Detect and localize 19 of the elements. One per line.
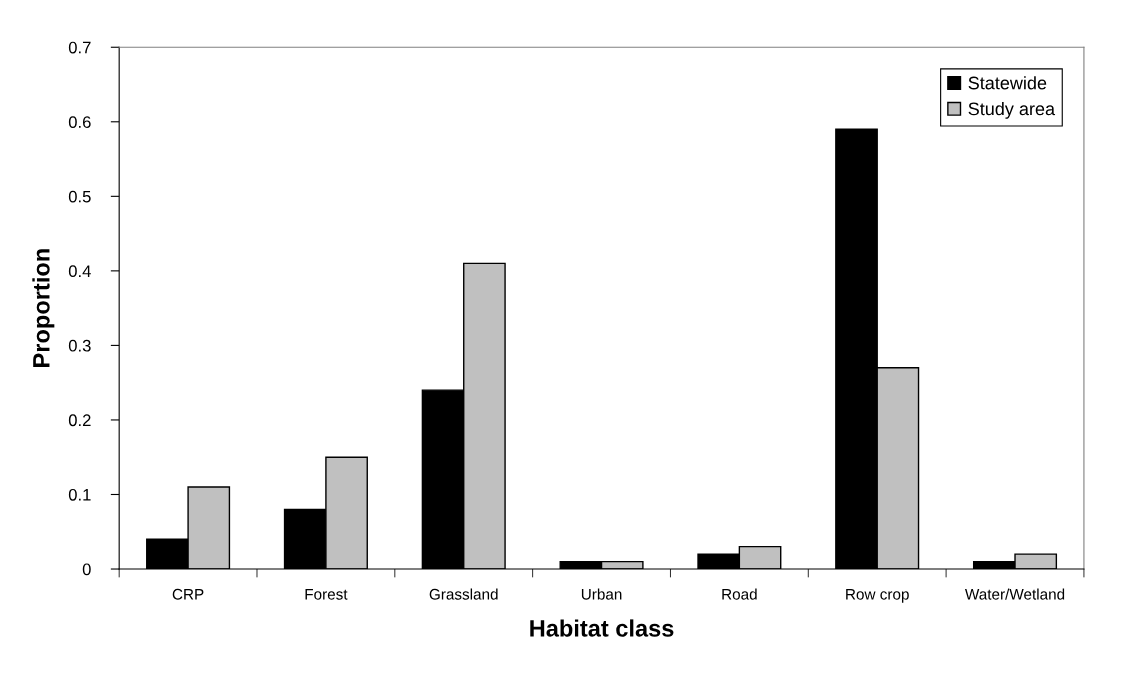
x-tick-label: CRP <box>172 588 204 600</box>
x-tick-label: Forest <box>305 589 348 600</box>
x-axis-title: Habitat class <box>530 619 674 637</box>
y-tick-label: 0.2 <box>68 414 91 427</box>
x-tick-label: Grassland <box>429 588 498 600</box>
x-tick-label: Row crop <box>846 589 909 603</box>
y-tick-label: 0.4 <box>68 265 91 278</box>
y-tick-label: 0.1 <box>68 488 91 501</box>
legend-label: Study area <box>968 102 1056 119</box>
legend-label: Statewide <box>968 76 1047 90</box>
x-tick-label: Road <box>722 588 757 600</box>
y-tick-label: 0 <box>82 563 91 576</box>
y-tick-label: 0.3 <box>68 339 91 352</box>
y-axis-title: Proportion <box>32 249 55 367</box>
x-tick-label: Urban <box>581 588 622 600</box>
y-tick-label: 0.6 <box>68 116 91 128</box>
y-tick-label: 0.5 <box>68 190 91 203</box>
y-tick-label: 0.7 <box>68 41 91 54</box>
x-tick-label: Water/Wetland <box>964 588 1065 600</box>
